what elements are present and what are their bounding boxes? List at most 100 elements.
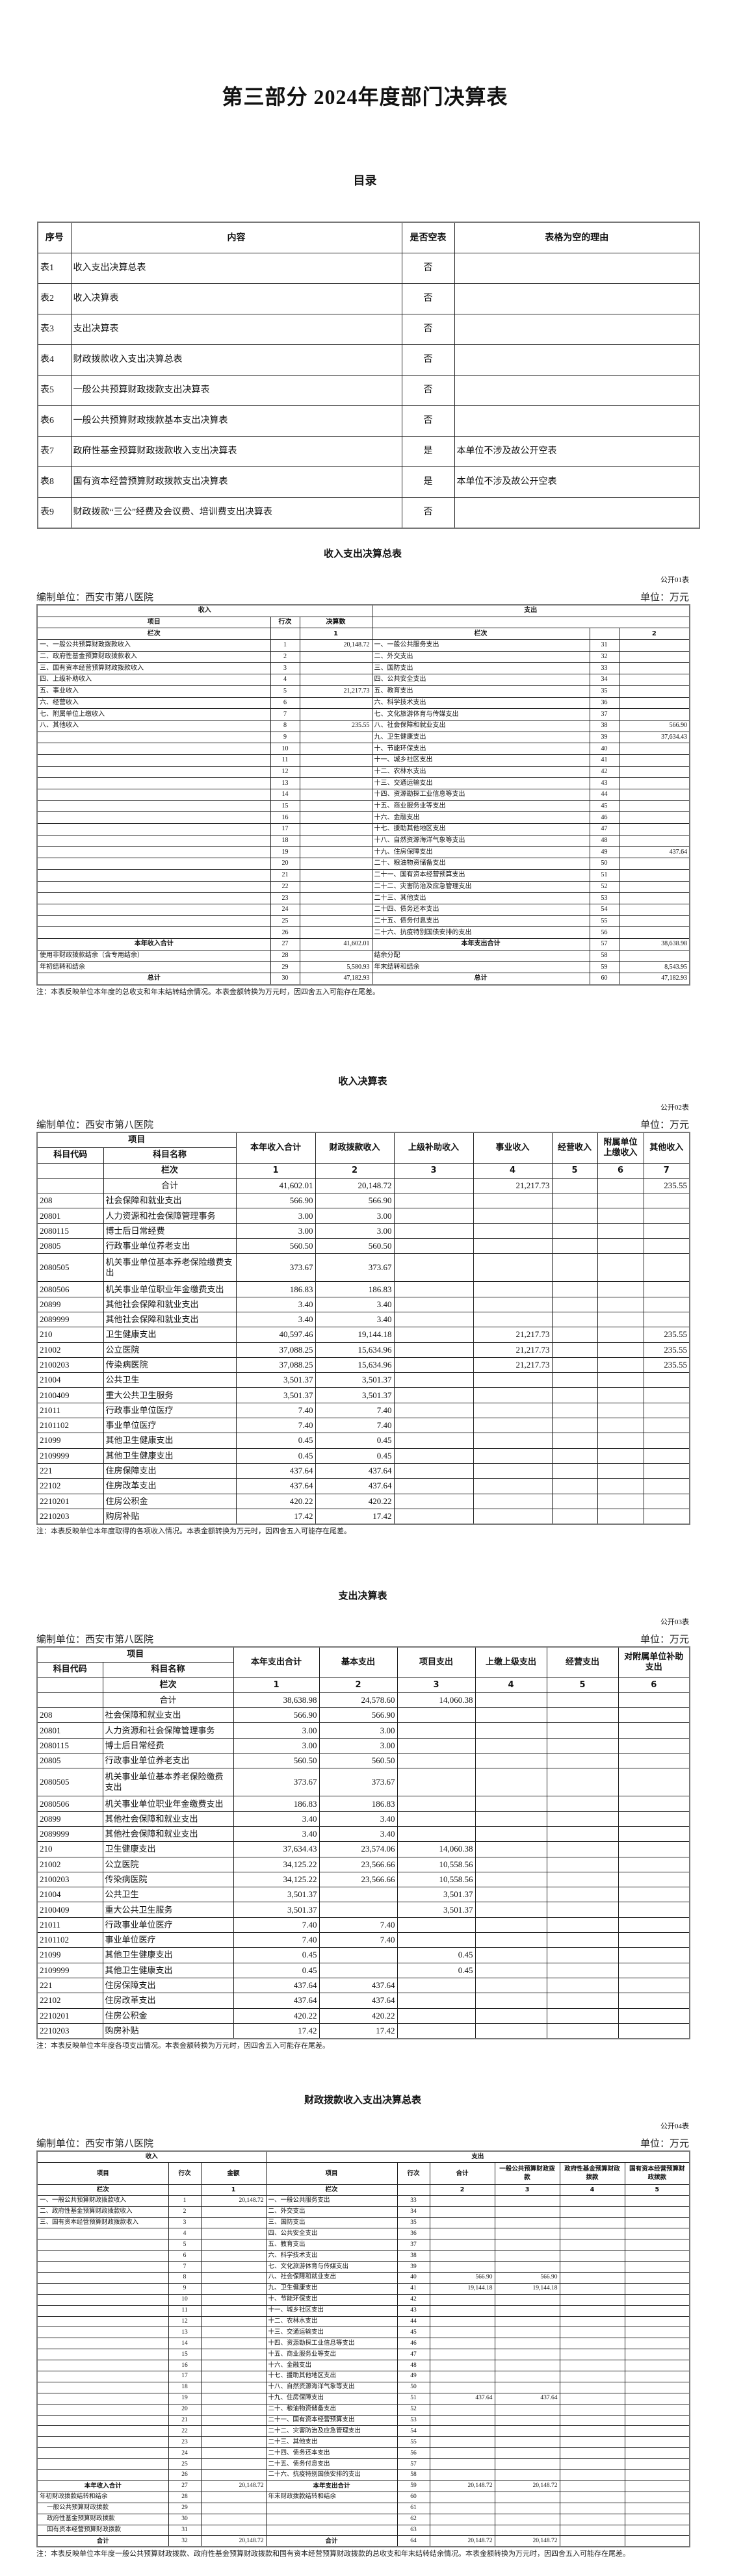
row-number: 38 [397,2250,430,2262]
row-number: 45 [589,800,619,813]
table-row: 14 十四、资源勘探工业信息等支出 44 [36,789,690,801]
row-number: 46 [397,2338,430,2350]
column-header: 附属单位上缴收入 [597,1132,644,1164]
amount-cell [618,869,690,882]
amount-cell [393,1357,474,1373]
amount-cell: 560.50 [315,1238,395,1255]
amount-cell [494,2315,560,2328]
amount-cell: 3.40 [233,1826,320,1843]
column-header: 政府性基金预算财政拨款 [559,2162,625,2185]
row-label: 二十六、抗疫特别国债安排的支出 [371,926,590,939]
row-label: 三、国有资本经营预算财政拨款收入 [36,2217,169,2229]
amount-cell [624,2480,690,2492]
amount-cell [597,1462,644,1479]
row-label [36,2381,169,2393]
row-number: 37 [397,2239,430,2251]
row-label: 十六、金融支出 [371,811,590,824]
row-label: 十六、金融支出 [265,2360,398,2372]
amount-cell: 3.00 [315,1223,395,1240]
amount-cell [429,2414,495,2427]
t2-form-code: 公开02表 [660,1104,689,1112]
amount-cell [299,915,372,928]
amount-cell [200,2239,267,2251]
row-number: 2 [270,650,300,663]
amount-cell [559,2491,625,2503]
table-row: 本年收入合计 27 41,602.01 本年支出合计 57 38,638.98 [36,937,690,950]
table-row: 三、国有资本经营预算财政拨款收入 3 三、国防支出 35 [36,2217,690,2229]
amount-cell [559,2480,625,2492]
amount-cell: 3,501.37 [397,1887,476,1903]
table-row: 2109999 其他卫生健康支出 0.45 0.45 [36,1962,690,1978]
row-number: 27 [168,2480,202,2492]
subject-code: 2101102 [36,1418,104,1434]
row-number: 4 [270,674,300,686]
amount-cell [618,811,690,824]
amount-cell [546,1692,619,1709]
row-label: 本年支出合计 [371,937,590,950]
amount-cell [397,1826,476,1843]
amount-cell [624,2272,690,2284]
subject-code: 2101102 [36,1932,103,1948]
table-row: 21004 公共卫生 3,501.37 3,501.37 [36,1887,690,1903]
subject-name: 博士后日常经费 [102,1737,234,1754]
row-number: 37 [589,708,619,721]
row-label: 四、公共安全支出 [371,674,590,686]
row-label [36,2414,169,2427]
amount-cell [200,2261,267,2273]
amount-cell [200,2228,267,2240]
amount-cell [494,2414,560,2427]
amount-cell [200,2458,267,2471]
t4-table: 收入 支出 项目 行次 金额 项目 行次 合计 一般公共预算财政拨款 政府性基金预算财政拨款 国有… [36,2150,691,2548]
amount-cell [475,1947,547,1963]
column-index: 4 [559,2184,625,2196]
column-header: 经营支出 [546,1646,619,1678]
toc-row: 表7 政府性基金预算财政拨款收入支出决算表是本单位不涉及故公开空表 [37,436,700,467]
table-row: 八、其他收入 8 235.55 八、社会保障和就业支出 38 566.90 [36,719,690,732]
amount-cell [200,2425,267,2438]
row-label: 八、社会保障和就业支出 [265,2272,398,2284]
table-row: 24 二十四、债务还本支出 54 [36,903,690,916]
table-row: 22 二十二、灾害防治及应急管理支出 52 [36,880,690,893]
amount-cell: 566.90 [315,1193,395,1209]
row-label: 三、国防支出 [265,2217,398,2229]
row-label: 十五、商业服务业等支出 [371,800,590,813]
row-label [36,2250,169,2262]
t2-unit: 单位：万元 [640,1120,689,1130]
table-row: 三、国有资本经营预算财政拨款收入 3 三、国防支出 33 [36,662,690,675]
column-header: 基本支出 [319,1646,398,1678]
row-number: 19 [270,846,300,859]
row-label [36,926,271,939]
table-row: 21002 公立医院 34,125.22 23,566.66 10,558.56 [36,1856,690,1872]
amount-cell [551,1447,598,1464]
amount-cell: 566.90 [319,1707,398,1724]
amount-cell: 0.45 [315,1447,395,1464]
amount-cell [551,1478,598,1494]
t1-org: 编制单位：西安市第八医院 [36,593,154,603]
row-number: 39 [397,2261,430,2273]
table-row: 2080505 机关事业单位基本养老保险缴费支出 373.67 373.67 [36,1768,690,1797]
amount-cell: 560.50 [235,1238,316,1255]
amount-cell: 14,060.38 [397,1692,476,1709]
amount-cell [494,2502,560,2514]
row-label: 九、卫生健康支出 [371,731,590,744]
toc-reason [454,375,700,406]
amount-cell: 3.40 [315,1311,395,1328]
subject-code [36,1692,103,1709]
column-index: 5 [546,1677,619,1693]
amount-cell [597,1493,644,1509]
amount-cell: 20,148.72 [200,2535,267,2547]
toc-reason [454,314,700,345]
row-number: 14 [168,2338,202,2350]
amount-cell: 3.40 [235,1296,316,1312]
row-label: 总计 [36,972,271,986]
amount-cell [393,1281,474,1297]
table-row: 四、上级补助收入 4 四、公共安全支出 34 [36,674,690,686]
amount-cell [618,743,690,755]
subject-code: 2080506 [36,1281,104,1297]
row-number: 52 [397,2403,430,2416]
amount-cell [494,2360,560,2372]
amount-cell [624,2425,690,2438]
amount-cell [624,2327,690,2339]
subject-name: 其他卫生健康支出 [102,1962,234,1978]
column-header: 上级补助收入 [393,1132,474,1164]
